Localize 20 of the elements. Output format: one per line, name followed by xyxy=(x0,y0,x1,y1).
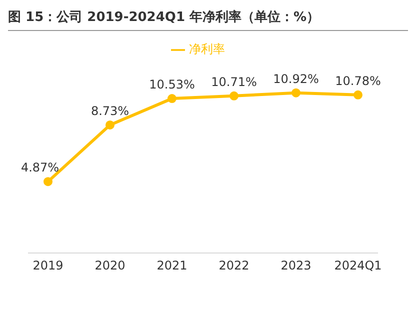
point xyxy=(230,91,238,100)
point xyxy=(354,90,362,100)
legend-label: 净利率 xyxy=(189,42,225,56)
x-tick-label: 2022 xyxy=(218,258,250,273)
point xyxy=(292,88,300,98)
data-label: 10.78% xyxy=(335,74,381,88)
point xyxy=(106,120,114,130)
chart-title: 图 15：公司 2019-2024Q1 年净利率（单位：%） xyxy=(8,8,408,31)
x-tick-label: 2019 xyxy=(32,258,64,273)
x-tick-label: 2024Q1 xyxy=(334,258,382,273)
x-tick-label: 2021 xyxy=(156,258,188,273)
data-label: 10.71% xyxy=(211,74,257,89)
x-tick-label: 2023 xyxy=(280,258,312,273)
point xyxy=(168,94,176,104)
point xyxy=(44,177,52,186)
data-label: 8.73% xyxy=(90,104,130,118)
x-tick-label: 2020 xyxy=(94,258,126,273)
data-label: 10.92% xyxy=(273,72,319,86)
data-label: 4.87% xyxy=(20,160,60,175)
data-label: 10.53% xyxy=(149,78,195,92)
